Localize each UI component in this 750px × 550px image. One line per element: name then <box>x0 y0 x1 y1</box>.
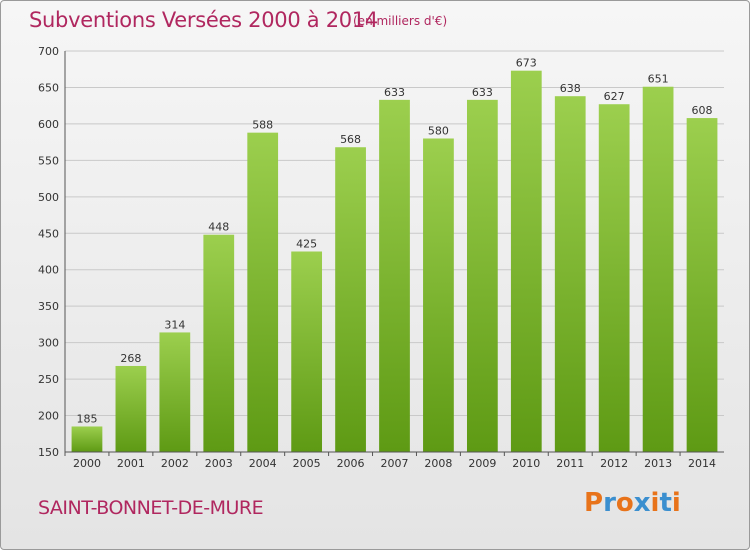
logo-letter: r <box>603 488 616 518</box>
x-tick-label-2004: 2004 <box>249 457 277 470</box>
bar-2011 <box>554 96 586 452</box>
data-label-2000: 185 <box>76 412 97 425</box>
x-tick-label-2003: 2003 <box>205 457 233 470</box>
bar-2002 <box>159 332 191 452</box>
proxiti-logo: Proxiti <box>584 488 681 518</box>
y-tick-label: 700 <box>38 45 59 58</box>
x-tick-label-2005: 2005 <box>293 457 321 470</box>
x-tick-label-2002: 2002 <box>161 457 189 470</box>
x-tick-label-2012: 2012 <box>600 457 628 470</box>
data-label-2002: 314 <box>164 318 185 331</box>
y-tick-label: 350 <box>38 300 59 313</box>
y-tick-label: 450 <box>38 227 59 240</box>
logo-letter: i <box>650 488 660 518</box>
bar-2005 <box>291 251 323 452</box>
bar-2003 <box>203 234 235 452</box>
logo-letter: x <box>633 488 651 518</box>
bar-2013 <box>642 86 674 452</box>
data-label-2010: 673 <box>516 57 537 70</box>
y-tick-label: 500 <box>38 191 59 204</box>
bar-2012 <box>598 104 630 452</box>
x-tick-label-2001: 2001 <box>117 457 145 470</box>
y-tick-label: 150 <box>38 446 59 459</box>
y-tick-label: 650 <box>38 81 59 94</box>
x-tick-label-2000: 2000 <box>73 457 101 470</box>
y-tick-label: 250 <box>38 373 59 386</box>
x-tick-label-2010: 2010 <box>512 457 540 470</box>
bar-2006 <box>335 147 366 453</box>
y-tick-label: 400 <box>38 264 59 277</box>
logo-letter: P <box>584 488 604 518</box>
logo-letter: t <box>659 488 672 518</box>
town-name: SAINT-BONNET-DE-MURE <box>38 497 264 519</box>
data-label-2011: 638 <box>560 82 581 95</box>
chart-unit-label: (en milliers d'€) <box>353 14 448 28</box>
data-label-2003: 448 <box>208 221 229 234</box>
data-label-2001: 268 <box>120 352 141 365</box>
x-tick-label-2006: 2006 <box>337 457 365 470</box>
data-label-2014: 608 <box>692 104 713 117</box>
y-tick-label: 300 <box>38 337 59 350</box>
bar-2001 <box>115 365 147 452</box>
data-label-2008: 580 <box>428 124 449 137</box>
logo-letter: i <box>671 488 681 518</box>
bar-2004 <box>247 132 279 452</box>
logo-letter: o <box>615 488 634 518</box>
x-tick-label-2009: 2009 <box>468 457 496 470</box>
x-tick-label-2014: 2014 <box>688 457 716 470</box>
bar-2000 <box>71 426 103 452</box>
x-tick-label-2008: 2008 <box>424 457 452 470</box>
y-tick-label: 200 <box>38 410 59 423</box>
bar-2007 <box>379 99 410 452</box>
bar-2008 <box>423 138 454 452</box>
x-tick-label-2013: 2013 <box>644 457 672 470</box>
data-label-2012: 627 <box>604 90 625 103</box>
data-label-2009: 633 <box>472 86 493 99</box>
y-tick-label: 600 <box>38 118 59 131</box>
bar-2009 <box>466 99 498 452</box>
x-tick-label-2007: 2007 <box>381 457 409 470</box>
bar-2010 <box>510 70 542 452</box>
data-label-2004: 588 <box>252 119 273 132</box>
data-label-2013: 651 <box>648 73 669 86</box>
x-tick-label-2011: 2011 <box>556 457 584 470</box>
chart-title: Subventions Versées 2000 à 2014 <box>29 8 378 32</box>
data-label-2005: 425 <box>296 238 317 251</box>
y-tick-label: 550 <box>38 154 59 167</box>
data-label-2006: 568 <box>340 133 361 146</box>
bar-2014 <box>686 118 718 453</box>
data-label-2007: 633 <box>384 86 405 99</box>
